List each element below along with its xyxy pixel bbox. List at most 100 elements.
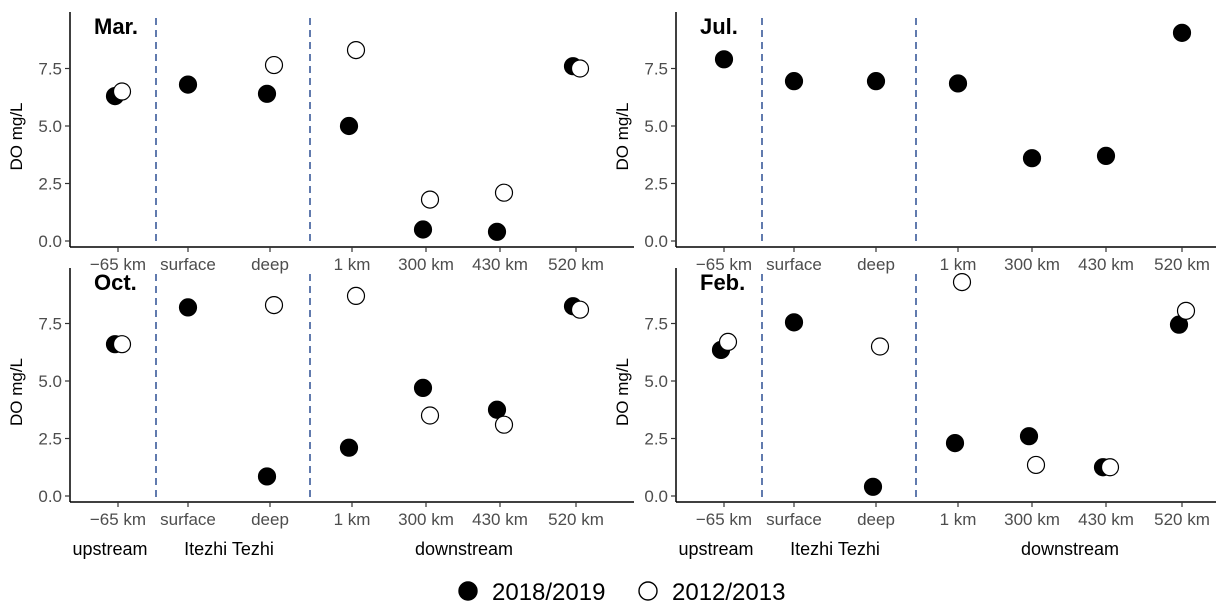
point-2012-2013 (346, 40, 366, 60)
x-tick-label: −65 km (90, 510, 146, 529)
y-tick-label: 2.5 (644, 175, 668, 194)
panel-title: Mar. (94, 14, 138, 39)
legend-label: 2012/2013 (672, 579, 785, 604)
y-axis-label: DO mg/L (7, 358, 26, 426)
y-tick-label: 5.0 (38, 372, 62, 391)
y-axis-label: DO mg/L (613, 358, 632, 426)
x-tick-label: 1 km (334, 510, 371, 529)
x-tick-label: −65 km (696, 510, 752, 529)
group-label: upstream (678, 539, 753, 559)
point-2012-2013 (870, 337, 890, 356)
y-tick-label: 5.0 (644, 372, 668, 391)
point-2018-2019 (339, 116, 359, 136)
group-label: upstream (72, 539, 147, 559)
group-label: downstream (1021, 539, 1119, 559)
legend-marker-open (638, 581, 658, 601)
panel-mar: 0.0 2.5 5.0 7.5 −65 km surface deep 1 km 300 km 4… (7, 12, 634, 274)
y-tick-label: 2.5 (38, 430, 62, 449)
panel-feb: 0.0 2.5 5.0 7.5 −65 km surface deep 1 km 300 km 4… (613, 268, 1216, 559)
y-tick-label: 7.5 (38, 60, 62, 79)
point-2012-2013 (112, 335, 132, 354)
x-tick-label: deep (857, 510, 895, 529)
group-label: Itezhi Tezhi (790, 539, 880, 559)
panel-oct: 0.0 2.5 5.0 7.5 −65 km surface deep 1 km 300 km 4… (7, 268, 634, 559)
group-label: Itezhi Tezhi (184, 539, 274, 559)
y-tick-label: 2.5 (38, 175, 62, 194)
x-tick-label: 430 km (472, 255, 528, 274)
x-tick-label: −65 km (696, 255, 752, 274)
x-tick-label: 300 km (1004, 255, 1060, 274)
x-tick-label: 1 km (940, 510, 977, 529)
point-2018-2019 (257, 467, 277, 486)
x-tick-label: surface (160, 255, 216, 274)
x-tick-label: deep (857, 255, 895, 274)
x-tick-label: 430 km (472, 510, 528, 529)
y-tick-label: 0.0 (644, 232, 668, 251)
point-2018-2019 (866, 72, 886, 91)
panel-title: Feb. (700, 270, 745, 295)
y-tick-label: 0.0 (644, 487, 668, 506)
point-2012-2013 (1176, 301, 1196, 320)
point-2012-2013 (1100, 458, 1120, 477)
point-2018-2019 (784, 72, 804, 91)
point-2018-2019 (948, 74, 968, 93)
point-2018-2019 (1096, 146, 1116, 165)
point-2012-2013 (718, 332, 738, 351)
point-2012-2013 (420, 190, 440, 209)
point-2012-2013 (952, 273, 972, 292)
y-tick-label: 5.0 (644, 117, 668, 136)
panel-jul: 0.0 2.5 5.0 7.5 −65 km surface deep 1 km 300 km 4… (613, 12, 1216, 274)
x-tick-label: 1 km (940, 255, 977, 274)
point-2012-2013 (346, 286, 366, 305)
y-tick-label: 5.0 (38, 117, 62, 136)
x-tick-label: surface (160, 510, 216, 529)
x-tick-label: 520 km (1154, 510, 1210, 529)
point-2012-2013 (494, 183, 514, 202)
point-2012-2013 (494, 415, 514, 434)
x-tick-label: surface (766, 510, 822, 529)
point-2018-2019 (257, 84, 277, 103)
point-2018-2019 (178, 75, 198, 94)
point-2012-2013 (264, 296, 284, 315)
legend-label: 2018/2019 (492, 579, 605, 604)
x-tick-label: 520 km (548, 255, 604, 274)
point-2018-2019 (1022, 149, 1042, 168)
panel-title: Oct. (94, 270, 137, 295)
point-2018-2019 (413, 378, 433, 397)
x-tick-label: 520 km (548, 510, 604, 529)
point-2018-2019 (487, 400, 507, 419)
point-2012-2013 (570, 300, 590, 319)
x-tick-label: surface (766, 255, 822, 274)
point-2018-2019 (178, 298, 198, 317)
point-2018-2019 (714, 50, 734, 69)
point-2012-2013 (420, 406, 440, 425)
point-2018-2019 (945, 434, 965, 453)
y-axis-label: DO mg/L (613, 102, 632, 170)
x-tick-label: deep (251, 510, 289, 529)
y-axis-label: DO mg/L (7, 102, 26, 170)
point-2018-2019 (1172, 23, 1192, 42)
legend-marker-filled (458, 581, 478, 601)
panel-title: Jul. (700, 14, 738, 39)
group-label: downstream (415, 539, 513, 559)
x-tick-label: 1 km (334, 255, 371, 274)
y-tick-label: 0.0 (38, 487, 62, 506)
x-tick-label: 430 km (1078, 510, 1134, 529)
x-tick-label: 300 km (1004, 510, 1060, 529)
point-2012-2013 (112, 82, 132, 101)
x-tick-label: 430 km (1078, 255, 1134, 274)
point-2012-2013 (264, 55, 284, 75)
x-tick-label: −65 km (90, 255, 146, 274)
x-tick-label: 300 km (398, 255, 454, 274)
point-2018-2019 (1019, 427, 1039, 446)
x-tick-label: 520 km (1154, 255, 1210, 274)
y-tick-label: 7.5 (644, 60, 668, 79)
point-2012-2013 (1026, 455, 1046, 475)
y-tick-label: 2.5 (644, 430, 668, 449)
point-2018-2019 (413, 220, 433, 239)
point-2018-2019 (863, 477, 883, 496)
x-tick-label: deep (251, 255, 289, 274)
y-tick-label: 0.0 (38, 232, 62, 251)
y-tick-label: 7.5 (644, 315, 668, 334)
